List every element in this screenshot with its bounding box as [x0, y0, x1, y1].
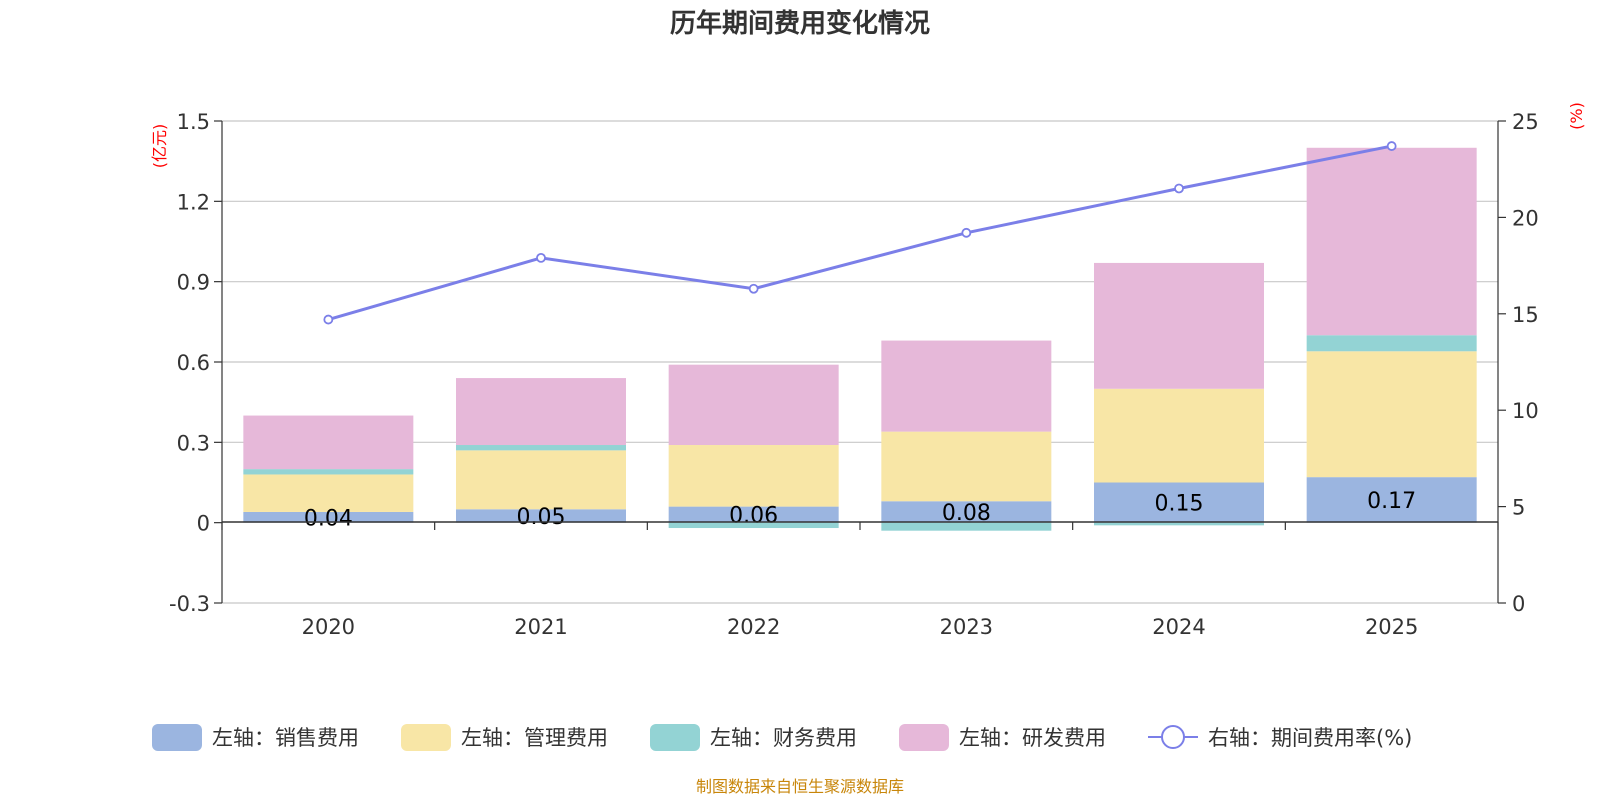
bar-admin-2024	[1094, 388, 1264, 483]
bar-label-sales-2021: 0.05	[517, 505, 566, 530]
x-tick-label: 2022	[727, 615, 780, 639]
bar-finance-2021	[456, 445, 626, 451]
bar-admin-2021	[456, 450, 626, 510]
bar-sales-2022	[668, 506, 839, 523]
bar-admin-2023	[881, 431, 1052, 502]
legend: 左轴：销售费用 左轴：管理费用 左轴：财务费用 左轴：研发费用 右轴：期间费用率(%)	[152, 724, 1412, 751]
bar-rnd-2020	[243, 415, 414, 470]
rate-point	[536, 252, 546, 263]
legend-swatch-admin	[401, 724, 451, 751]
bar-admin-2020	[243, 474, 414, 512]
bar-sales-2020	[243, 511, 414, 523]
legend-label-sales: 左轴：销售费用	[212, 726, 359, 750]
bar-label-sales-2020: 0.04	[304, 506, 353, 531]
legend-marker-rate	[1161, 725, 1185, 749]
legend-swatch-sales	[152, 724, 202, 751]
left-tick-label: 0	[197, 512, 210, 536]
bar-area	[243, 147, 1477, 531]
legend-label-rate: 右轴：期间费用率(%)	[1208, 726, 1412, 750]
rate-line-group	[323, 141, 1397, 325]
x-tick-label: 2024	[1152, 615, 1205, 639]
bar-admin-2022	[668, 445, 839, 507]
left-tick-label: 1.2	[177, 190, 210, 214]
right-axis-unit: (%)	[1567, 102, 1586, 130]
bar-label-sales-2025: 0.17	[1367, 489, 1416, 514]
right-tick-label: 15	[1512, 303, 1539, 327]
right-tick-label: 10	[1512, 399, 1539, 423]
rate-point	[323, 314, 334, 325]
left-tick-label: 0.6	[177, 351, 210, 375]
legend-label-admin: 左轴：管理费用	[461, 726, 608, 750]
x-tick-label: 2023	[940, 615, 993, 639]
x-axis-ticks: 2020 2021 2022 2023 2024 2025	[302, 615, 1419, 639]
right-tick-label: 0	[1512, 592, 1525, 616]
rate-point	[961, 227, 972, 238]
legend-label-rnd: 左轴：研发费用	[959, 726, 1106, 750]
bar-rnd-2025	[1306, 147, 1477, 336]
bar-sales-2021	[456, 509, 626, 523]
chart-title: 历年期间费用变化情况	[670, 8, 930, 39]
bar-rnd-2023	[881, 340, 1052, 432]
bar-admin-2025	[1306, 351, 1477, 478]
bar-rnd-2022	[668, 364, 839, 446]
rate-point	[1174, 183, 1184, 194]
bar-rnd-2024	[1094, 262, 1264, 389]
bar-label-sales-2022: 0.06	[729, 504, 778, 529]
bar-finance-2020	[243, 469, 414, 475]
legend-swatch-finance	[650, 724, 700, 751]
left-axis-ticks: -0.3 0 0.3 0.6 0.9 1.2 1.5	[169, 110, 222, 616]
bar-finance-2024	[1094, 522, 1264, 526]
left-tick-label: 0.3	[177, 431, 210, 455]
legend-swatch-rnd	[899, 724, 949, 751]
bar-rnd-2021	[456, 378, 626, 446]
right-tick-label: 5	[1512, 496, 1525, 520]
left-tick-label: 1.5	[177, 110, 210, 134]
data-source-note: 制图数据来自恒生聚源数据库	[696, 777, 904, 796]
bar-label-sales-2024: 0.15	[1155, 492, 1204, 517]
rate-point	[748, 283, 759, 294]
left-tick-label: -0.3	[169, 592, 210, 616]
bar-finance-2022	[668, 522, 839, 529]
x-tick-label: 2021	[514, 615, 567, 639]
left-axis-unit: (亿元)	[150, 124, 169, 169]
legend-label-finance: 左轴：财务费用	[710, 726, 857, 750]
bar-finance-2023	[881, 522, 1052, 531]
x-tick-label: 2025	[1365, 615, 1418, 639]
grid-lines	[222, 120, 1498, 604]
rate-point	[1386, 141, 1397, 151]
bar-finance-2025	[1306, 335, 1477, 352]
rate-line	[327, 144, 1392, 322]
bar-sales-2024	[1094, 482, 1264, 523]
right-axis-ticks: 0 5 10 15 20 25	[1498, 110, 1539, 616]
right-tick-label: 25	[1512, 110, 1539, 134]
left-tick-label: 0.9	[177, 271, 210, 295]
bar-sales-2025	[1306, 477, 1477, 523]
x-tick-label: 2020	[302, 615, 355, 639]
bar-label-group: 0.04 0.05 0.06 0.08 0.15 0.17	[304, 489, 1416, 531]
right-tick-label: 20	[1512, 206, 1539, 230]
bar-sales-2023	[881, 501, 1052, 523]
